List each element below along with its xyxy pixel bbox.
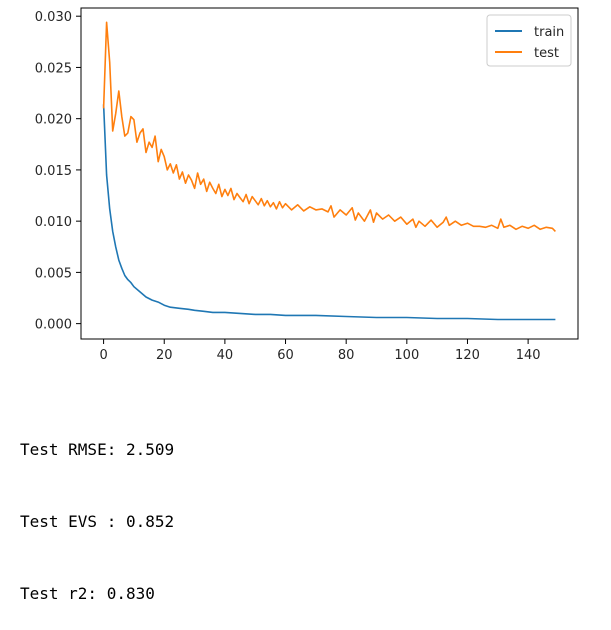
x-tick-label: 140 <box>516 348 541 363</box>
series-line-test <box>102 21 556 232</box>
y-tick-label: 0.005 <box>35 266 72 281</box>
legend-box <box>486 14 572 67</box>
y-tick-label: 0.000 <box>35 318 72 333</box>
legend-label-test: test <box>534 46 559 61</box>
rmse-line: Test RMSE: 2.509 <box>20 440 175 459</box>
y-tick-label: 0.025 <box>35 61 72 76</box>
y-tick-label: 0.030 <box>35 10 72 25</box>
y-tick-label: 0.010 <box>35 215 72 230</box>
series-line-train <box>102 104 556 321</box>
x-tick-label: 100 <box>394 348 419 363</box>
x-tick-label: 80 <box>338 348 355 363</box>
y-axis: 0.000 0.005 0.010 0.015 0.020 0.025 0.030 <box>35 10 81 333</box>
x-tick-label: 120 <box>455 348 480 363</box>
evs-line: Test EVS : 0.852 <box>20 512 175 531</box>
y-tick-label: 0.020 <box>35 113 72 128</box>
x-axis: 0 20 40 60 80 100 120 140 <box>99 339 541 363</box>
x-tick-label: 40 <box>217 348 234 363</box>
loss-chart: 0.000 0.005 0.010 0.015 0.020 0.025 0.030 0 20 4… <box>35 7 579 363</box>
legend-label-train: train <box>534 25 564 40</box>
series-lines <box>102 21 556 321</box>
metrics-output: Test RMSE: 2.509 Test EVS : 0.852 Test r… <box>20 390 174 630</box>
legend: train test <box>486 14 572 67</box>
y-tick-label: 0.015 <box>35 164 72 179</box>
x-tick-label: 60 <box>277 348 294 363</box>
x-tick-label: 20 <box>156 348 173 363</box>
r2-line: Test r2: 0.830 <box>20 584 155 603</box>
x-tick-label: 0 <box>99 348 107 363</box>
